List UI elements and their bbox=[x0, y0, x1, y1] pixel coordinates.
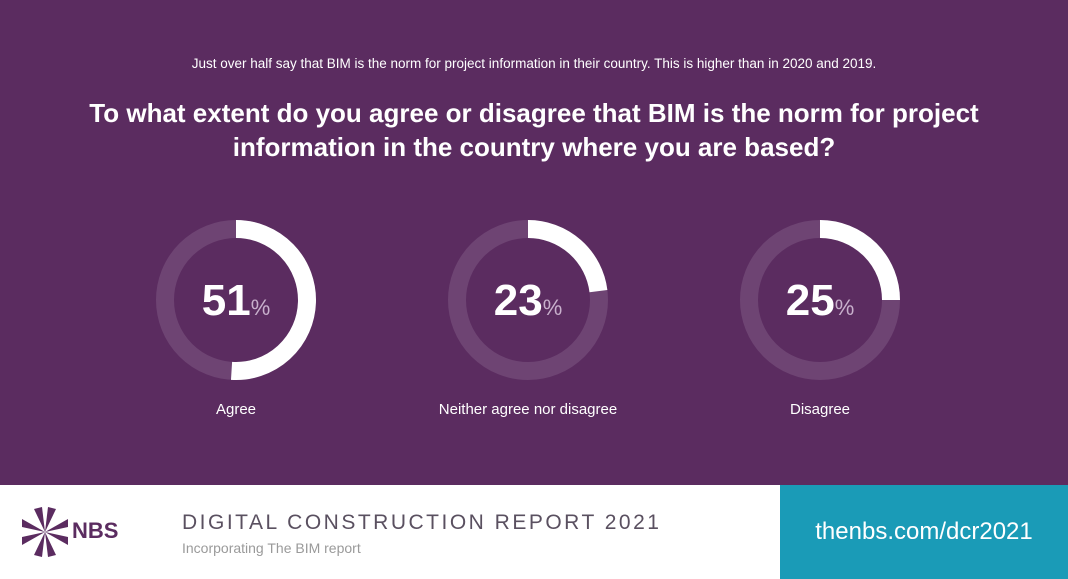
value-label: 23% bbox=[494, 276, 563, 325]
chart-panel: Just over half say that BIM is the norm … bbox=[0, 0, 1068, 485]
ring-value-arc bbox=[819, 220, 900, 301]
donut-charts: 51% 23% 25% bbox=[156, 220, 900, 380]
ring-value-arc bbox=[230, 220, 316, 380]
report-title: DIGITAL CONSTRUCTION REPORT 2021 bbox=[182, 511, 662, 534]
label-agree: Agree bbox=[215, 401, 257, 418]
chart-subtitle: Just over half say that BIM is the norm … bbox=[191, 56, 877, 71]
report-subtitle: Incorporating The BIM report bbox=[182, 540, 361, 556]
nbs-logo-icon bbox=[22, 507, 68, 557]
label-disagree: Disagree bbox=[789, 401, 851, 418]
ring-value-arc bbox=[527, 220, 608, 293]
report-url-link[interactable]: thenbs.com/dcr2021 bbox=[780, 485, 1068, 579]
label-neither: Neither agree nor disagree bbox=[438, 401, 618, 418]
chart-title: To what extent do you agree or disagree … bbox=[89, 98, 979, 162]
footer: NBS DIGITAL CONSTRUCTION REPORT 2021 Inc… bbox=[0, 485, 780, 579]
value-label: 25% bbox=[786, 276, 855, 325]
value-label: 51% bbox=[202, 276, 271, 325]
nbs-logo-text: NBS bbox=[72, 518, 119, 543]
